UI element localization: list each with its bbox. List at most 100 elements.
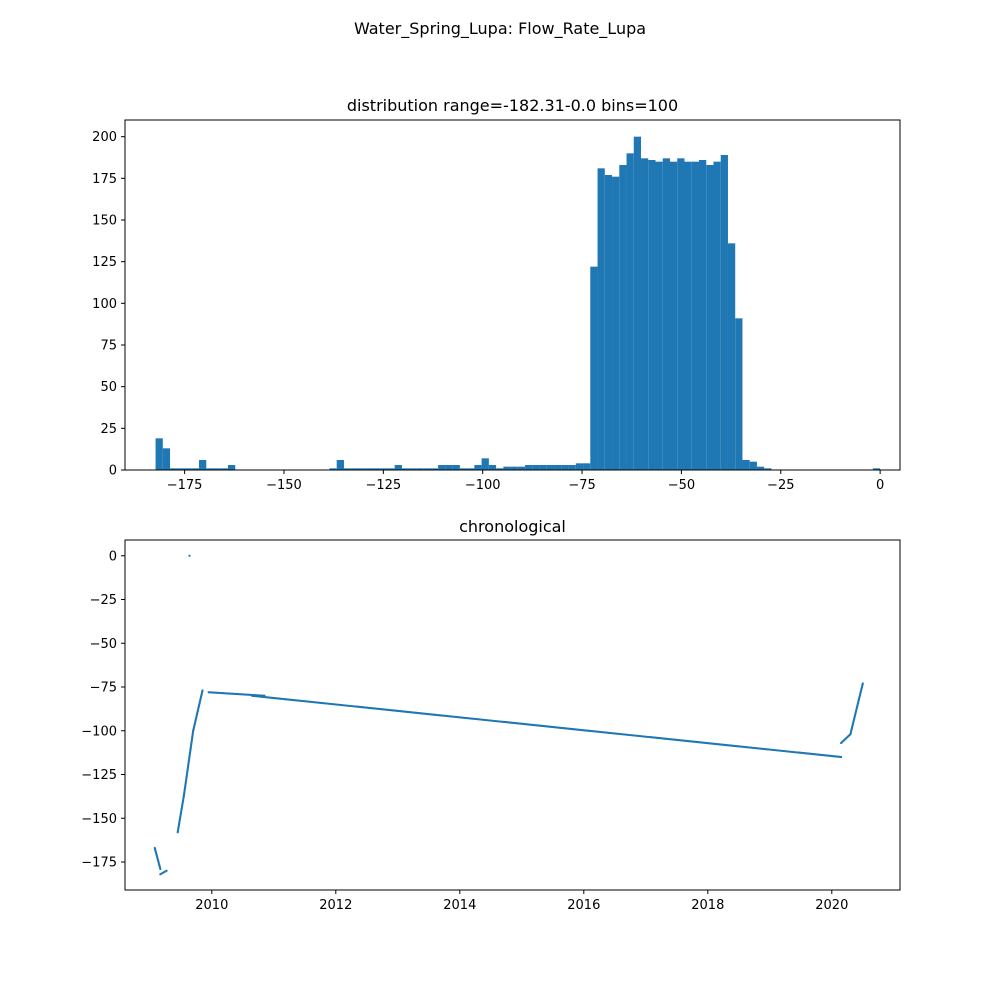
- histogram-bar: [481, 458, 489, 470]
- histogram-bar: [170, 468, 178, 470]
- chronological-y-tick-label: −150: [81, 812, 117, 827]
- histogram-bar: [706, 165, 714, 470]
- histogram-bar: [691, 161, 699, 470]
- chronological-x-tick-label: 2012: [319, 898, 352, 913]
- histogram-bar: [336, 460, 344, 470]
- histogram-bar: [648, 160, 656, 470]
- chronological-axes: chronological 2010 2012 2014 2016 2018 2020 0 −…: [81, 517, 901, 913]
- chronological-y-tick-label: −175: [81, 856, 117, 871]
- histogram-bar: [670, 161, 678, 470]
- histogram-y-tick-label: 0: [109, 464, 117, 479]
- histogram-bar: [597, 168, 605, 471]
- histogram-bar: [720, 155, 728, 470]
- histogram-bars: [155, 136, 881, 471]
- histogram-bar: [510, 466, 518, 470]
- histogram-bar: [727, 243, 736, 470]
- chronological-y-tick-label: −100: [81, 724, 117, 739]
- histogram-bar: [162, 448, 171, 470]
- histogram-bar: [554, 465, 562, 470]
- histogram-bar: [561, 465, 569, 470]
- chronological-y-tick-label: 0: [109, 549, 117, 564]
- histogram-bar: [662, 158, 671, 471]
- chronological-point: [188, 554, 191, 557]
- histogram-bar: [496, 468, 504, 470]
- histogram-bar: [184, 468, 192, 470]
- histogram-bar: [713, 161, 721, 470]
- histogram-x-tick-label: −125: [365, 478, 401, 493]
- histogram-frame: [124, 119, 901, 471]
- histogram-y-tick-label: 125: [92, 255, 117, 270]
- histogram-y-tick-label: 25: [100, 422, 117, 437]
- histogram-bar: [351, 468, 359, 470]
- histogram-bar: [409, 468, 417, 470]
- histogram-bar: [684, 161, 692, 470]
- histogram-bar: [387, 468, 395, 470]
- chronological-x-tick-label: 2016: [567, 898, 600, 913]
- histogram-bar: [742, 460, 750, 470]
- chronological-y-tick-label: −25: [90, 593, 117, 608]
- histogram-bar: [575, 463, 584, 470]
- histogram-bar: [568, 465, 576, 470]
- chronological-point: [159, 867, 162, 871]
- histogram-bar: [532, 465, 540, 470]
- histogram-y-tick-label: 50: [100, 380, 117, 395]
- histogram-bar: [329, 468, 337, 470]
- histogram-bar: [641, 158, 649, 471]
- histogram-x-tick-label: −100: [465, 478, 501, 493]
- histogram-bar: [438, 465, 446, 470]
- histogram-bar: [445, 465, 453, 470]
- chronological-x-tick-label: 2018: [691, 898, 724, 913]
- histogram-bar: [452, 465, 460, 470]
- histogram-y-tick-label: 150: [92, 214, 117, 229]
- histogram-bar: [756, 466, 765, 470]
- histogram-bar: [590, 266, 598, 470]
- histogram-bar: [459, 468, 468, 470]
- chronological-point: [861, 682, 864, 685]
- histogram-x-tick-label: 0: [876, 478, 884, 493]
- histogram-x-tick-label: −75: [568, 478, 595, 493]
- histogram-bar: [423, 468, 431, 470]
- histogram-x-tick-label: −50: [668, 478, 695, 493]
- histogram-y-tick-label: 100: [92, 297, 117, 312]
- histogram-title: distribution range=-182.31-0.0 bins=100: [347, 96, 678, 115]
- figure-suptitle: Water_Spring_Lupa: Flow_Rate_Lupa: [354, 19, 646, 39]
- chronological-points: [153, 554, 864, 876]
- histogram-axes: distribution range=-182.31-0.0 bins=100 …: [92, 96, 901, 493]
- histogram-bar: [735, 318, 743, 470]
- histogram-bar: [467, 468, 475, 470]
- histogram-x-tick-label: −175: [167, 478, 203, 493]
- histogram-bar: [626, 153, 634, 471]
- histogram-bar: [199, 460, 207, 470]
- chronological-y-tick-label: −50: [90, 637, 117, 652]
- chronological-x-tick-label: 2014: [443, 898, 476, 913]
- histogram-bar: [213, 468, 221, 470]
- histogram-bar: [343, 468, 352, 470]
- histogram-bar: [583, 463, 591, 470]
- chronological-ticks: 2010 2012 2014 2016 2018 2020 0 −25 −50 −75 −100 −1…: [81, 549, 848, 913]
- histogram-bar: [698, 160, 707, 470]
- histogram-bar: [228, 465, 236, 470]
- histogram-ticks: −175 −150 −125 −100 −75 −50 −25 0 0 25 50 75 100 125 1…: [92, 130, 884, 493]
- histogram-bar: [365, 468, 373, 470]
- histogram-bar: [394, 465, 402, 470]
- chronological-y-tick-label: −75: [90, 681, 117, 696]
- histogram-bar: [191, 468, 200, 470]
- histogram-bar: [764, 468, 772, 470]
- histogram-bar: [872, 468, 881, 470]
- chronological-frame: [124, 539, 901, 891]
- histogram-bar: [206, 468, 214, 470]
- histogram-bar: [474, 465, 482, 470]
- chronological-point: [201, 689, 204, 692]
- histogram-bar: [155, 438, 163, 470]
- histogram-bar: [503, 466, 511, 470]
- chronological-title: chronological: [459, 517, 566, 536]
- histogram-y-tick-label: 175: [92, 172, 117, 187]
- histogram-bar: [380, 468, 388, 470]
- histogram-bar: [220, 468, 229, 470]
- chronological-x-tick-label: 2010: [195, 898, 228, 913]
- histogram-y-tick-label: 200: [92, 130, 117, 145]
- histogram-bar: [358, 468, 366, 470]
- chronological-y-tick-label: −125: [81, 768, 117, 783]
